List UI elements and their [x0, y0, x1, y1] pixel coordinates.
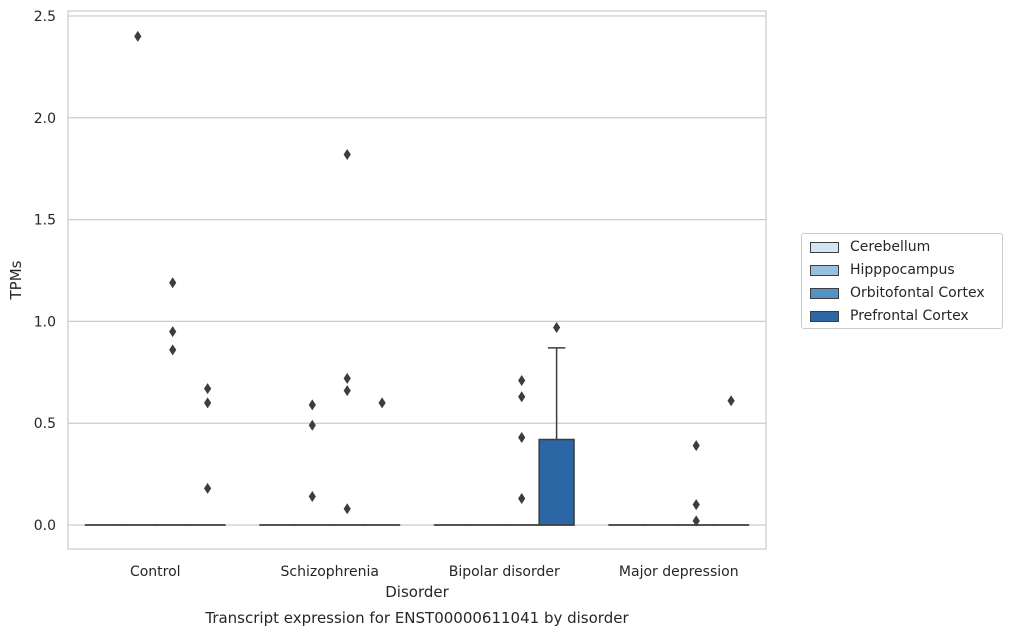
legend-swatch-prefrontal [810, 310, 839, 322]
outlier-point [204, 482, 212, 494]
legend-swatch-orbitofrontal [810, 287, 839, 299]
y-tick-label: 2.5 [34, 9, 56, 25]
y-tick-label: 0.5 [34, 416, 56, 432]
y-tick-label: 1.5 [34, 213, 56, 229]
box [538, 438, 575, 526]
outlier-point [343, 503, 351, 515]
y-axis-label: TPMs [7, 260, 25, 300]
legend-label-cerebellum: Cerebellum [850, 239, 931, 255]
outlier-point [518, 493, 526, 505]
outlier-point [169, 344, 177, 356]
outlier-point [518, 391, 526, 403]
outlier-point [343, 148, 351, 160]
x-tick-label: Schizophrenia [281, 564, 379, 580]
y-tick-label: 0.0 [34, 518, 56, 534]
outlier-point [727, 395, 735, 407]
gridlines [68, 15, 766, 526]
x-tick-label: Major depression [619, 564, 739, 580]
outlier-point [169, 277, 177, 289]
y-tick-labels: 0.0 0.5 1.0 1.5 2.0 2.5 [34, 9, 56, 534]
x-tick-label: Bipolar disorder [449, 564, 560, 580]
outlier-point [553, 322, 561, 334]
x-axis-label: Disorder [385, 583, 449, 601]
outlier-point [308, 419, 316, 431]
x-tick-label: Control [130, 564, 181, 580]
outlier-point [308, 490, 316, 502]
y-tick-label: 2.0 [34, 111, 56, 127]
outlier-point [343, 385, 351, 397]
legend-label-orbitofrontal: Orbitofontal Cortex [850, 285, 985, 301]
outlier-point [692, 515, 700, 527]
outlier-point [204, 383, 212, 395]
box-layer [84, 347, 750, 526]
x-tick-labels: Control Schizophrenia Bipolar disorder Majo… [130, 564, 739, 580]
outlier-layer [134, 30, 735, 527]
outlier-point [692, 440, 700, 452]
outlier-point [308, 399, 316, 411]
outlier-point [378, 397, 386, 409]
legend-label-prefrontal: Prefrontal Cortex [850, 308, 969, 324]
legend-item-hippocampus: Hipppocampus [810, 261, 955, 279]
outlier-point [343, 372, 351, 384]
legend: Cerebellum Hipppocampus Orbitofontal Cor… [801, 233, 1003, 329]
outlier-point [518, 374, 526, 386]
plot-frame [67, 10, 767, 550]
chart-title: Transcript expression for ENST0000061104… [204, 609, 629, 627]
legend-swatch-hippocampus [810, 264, 839, 276]
outlier-point [204, 397, 212, 409]
legend-item-cerebellum: Cerebellum [810, 238, 930, 256]
legend-label-hippocampus: Hipppocampus [850, 262, 955, 278]
outlier-point [134, 30, 142, 42]
legend-item-orbitofrontal: Orbitofontal Cortex [810, 284, 985, 302]
legend-swatch-cerebellum [810, 241, 839, 253]
outlier-point [518, 431, 526, 443]
outlier-point [169, 326, 177, 338]
y-tick-label: 1.0 [34, 314, 56, 330]
outlier-point [692, 499, 700, 511]
legend-item-prefrontal: Prefrontal Cortex [810, 307, 969, 325]
